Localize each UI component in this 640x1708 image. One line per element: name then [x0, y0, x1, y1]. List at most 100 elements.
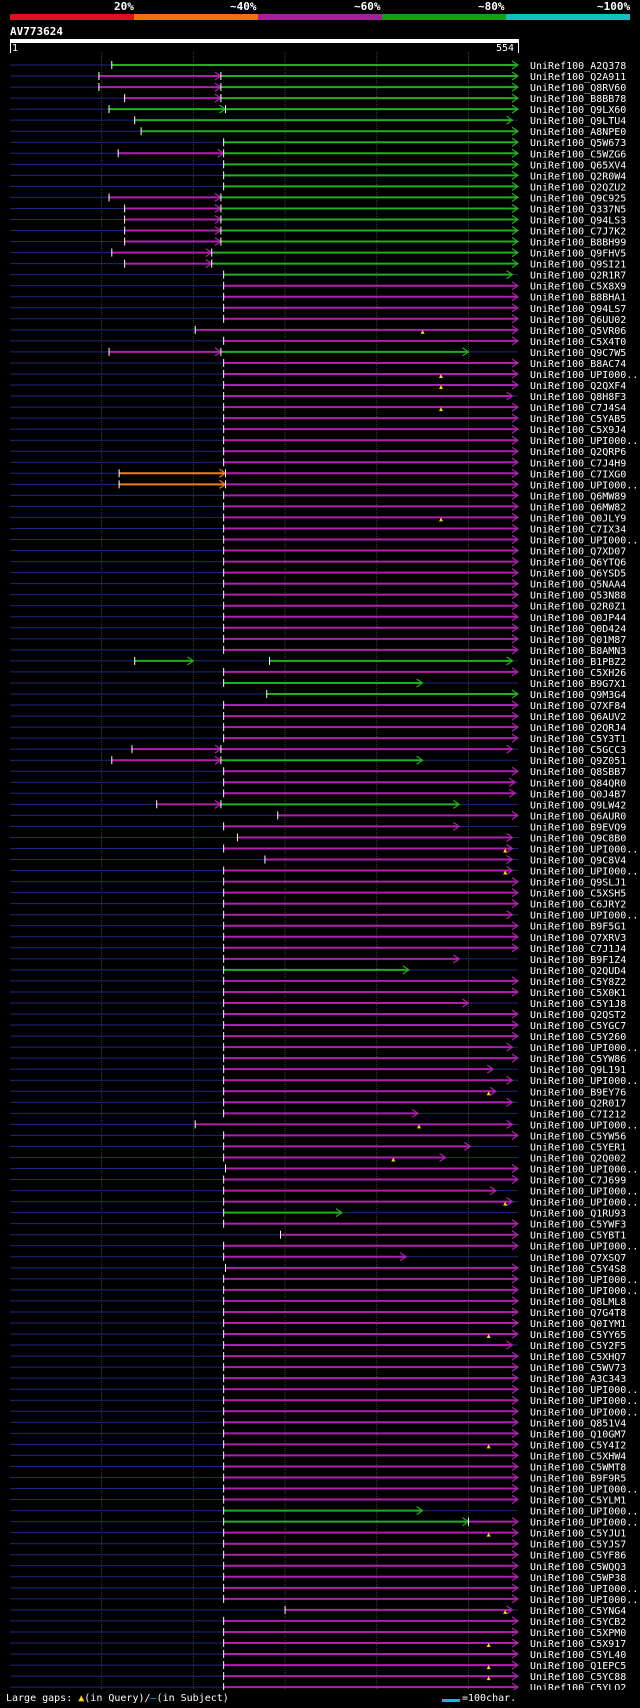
segment-end-arrow: [511, 987, 520, 997]
hit-label: UniRef100_Q01M87: [530, 635, 626, 646]
hit-label: UniRef100_B9F5G1: [530, 922, 626, 933]
hit-row: UniRef100_B8BH99: [10, 237, 626, 249]
segment-end-arrow: [511, 358, 520, 368]
hit-label: UniRef100_Q0D424: [530, 624, 626, 635]
hit-label: UniRef100_C5XH26: [530, 668, 626, 679]
hit-label: UniRef100_Q2Q002: [530, 1153, 626, 1164]
segment-end-arrow: [486, 1064, 495, 1074]
hit-row: UniRef100_C5YLQ2: [10, 1682, 626, 1690]
segment-end-arrow: [511, 1450, 520, 1460]
hit-label: UniRef100_Q9SLJ1: [530, 878, 626, 889]
hit-label: UniRef100_Q2R0Z1: [530, 602, 626, 613]
hit-row: UniRef100_Q2R0Z1: [10, 601, 626, 613]
hit-row: UniRef100_Q6YTQ6: [10, 557, 626, 569]
hit-row: UniRef100_A2Q378: [10, 60, 626, 72]
segment-end-arrow: [511, 1594, 520, 1604]
hit-label: UniRef100_C5X4T0: [530, 337, 626, 348]
hit-label: UniRef100_UPI000..: [530, 536, 638, 547]
segment-end-arrow: [511, 1395, 520, 1405]
hit-label: UniRef100_B9EVQ9: [530, 822, 626, 833]
segment-end-arrow: [511, 314, 520, 324]
hit-row: UniRef100_UPI000..: [10, 1186, 638, 1198]
segment-end-arrow: [506, 855, 514, 865]
hit-label: UniRef100_Q2QRP6: [530, 447, 626, 458]
hit-label: UniRef100_Q2QUD4: [530, 966, 626, 977]
hit-row: UniRef100_Q2R017: [10, 1097, 626, 1109]
hit-label: UniRef100_C5YBT1: [530, 1231, 626, 1242]
segment-end-arrow: [511, 1539, 520, 1549]
hit-row: UniRef100_Q9LW42: [10, 799, 626, 811]
scale-label-20: 20%: [114, 0, 134, 13]
hit-row: UniRef100_C5WZG6: [10, 148, 626, 160]
hit-label: UniRef100_Q7XSQ7: [530, 1253, 626, 1264]
hit-label: UniRef100_C5YY65: [530, 1330, 626, 1341]
hit-row: UniRef100_C5YW86: [10, 1053, 626, 1065]
hit-row: UniRef100_Q9SLJ1: [10, 877, 626, 889]
segment-end-arrow: [416, 755, 424, 765]
hit-row: UniRef100_Q9FHV5: [10, 248, 626, 260]
segment-end-arrow: [511, 1351, 520, 1361]
hit-row: UniRef100_Q2Q002: [10, 1152, 626, 1164]
segment-end-arrow: [511, 435, 520, 445]
segment-end-arrow: [511, 1241, 520, 1251]
hit-row: UniRef100_Q01M87: [10, 634, 626, 646]
hit-row: UniRef100_C5YJS7: [10, 1539, 626, 1551]
hit-label: UniRef100_UPI000..: [530, 1187, 638, 1198]
segment-end-arrow: [506, 1197, 514, 1207]
hit-row: UniRef100_C5X4T0: [10, 336, 626, 348]
hit-label: UniRef100_UPI000..: [530, 1485, 638, 1496]
hit-label: UniRef100_B9F9R5: [530, 1473, 626, 1484]
hit-row: UniRef100_C5YL40: [10, 1649, 626, 1661]
segment-end-arrow: [452, 821, 461, 831]
hit-row: UniRef100_Q0JLY9: [10, 512, 626, 524]
hit-label: UniRef100_UPI000..: [530, 844, 638, 855]
hit-label: UniRef100_Q2R0W4: [530, 171, 626, 182]
hit-label: UniRef100_Q9LX60: [530, 105, 626, 116]
hit-label: UniRef100_C5YL40: [530, 1650, 626, 1661]
hit-label: UniRef100_Q7XF84: [530, 701, 626, 712]
hit-label: UniRef100_Q9C8V4: [530, 856, 626, 867]
hit-row: UniRef100_C5YNG4: [10, 1605, 626, 1617]
segment-end-arrow: [399, 1252, 408, 1262]
hit-label: UniRef100_Q9L191: [530, 1065, 626, 1076]
segment-end-arrow: [511, 203, 520, 213]
hit-row: UniRef100_C5Y260: [10, 1031, 626, 1043]
hit-label: UniRef100_UPI000..: [530, 1407, 638, 1418]
scale-label-100: ~100%: [597, 0, 631, 13]
segment-end-arrow: [511, 159, 520, 169]
hit-row: UniRef100_Q8H8F3: [10, 391, 626, 403]
hit-row: UniRef100_Q6UU02: [10, 314, 626, 326]
segment-end-arrow: [511, 82, 520, 92]
hit-row: UniRef100_B9G7X1: [10, 678, 626, 690]
segment-end-arrow: [511, 303, 520, 313]
hit-row: UniRef100_Q9LTU4: [10, 115, 626, 127]
hit-label: UniRef100_UPI000..: [530, 1120, 638, 1131]
hit-label: UniRef100_C7J699: [530, 1176, 626, 1187]
query-gap-marker: [486, 1665, 491, 1670]
segment-end-arrow: [511, 1484, 520, 1494]
scale-label-80: ~80%: [478, 0, 505, 13]
segment-end-arrow: [402, 965, 410, 975]
hit-row: UniRef100_Q9C8B0: [10, 832, 626, 844]
hit-row: UniRef100_C5WQQ3: [10, 1561, 626, 1573]
segment-end-arrow: [511, 512, 520, 522]
hit-row: UniRef100_C5WMT8: [10, 1461, 626, 1473]
segment-end-arrow: [511, 490, 520, 500]
hit-label: UniRef100_Q5W673: [530, 138, 626, 149]
hit-label: UniRef100_C5YJS7: [530, 1540, 626, 1551]
segment-end-arrow: [511, 1583, 520, 1593]
query-gap-marker: [391, 1157, 396, 1162]
hit-row: UniRef100_C5YLM1: [10, 1495, 626, 1507]
hit-label: UniRef100_UPI000..: [530, 1242, 638, 1253]
hit-row: UniRef100_C5XPM0: [10, 1627, 626, 1639]
hit-label: UniRef100_C5YC88: [530, 1672, 626, 1683]
segment-end-arrow: [511, 921, 520, 931]
hit-label: UniRef100_UPI000..: [530, 1595, 638, 1606]
hit-row: UniRef100_C5YY65: [10, 1329, 626, 1341]
hit-label: UniRef100_Q9C7W5: [530, 348, 626, 359]
segment-end-arrow: [511, 1362, 520, 1372]
segment-end-arrow: [506, 1119, 514, 1129]
query-gap-marker: [486, 1091, 491, 1096]
query-start-tick: [10, 43, 11, 53]
hit-label: UniRef100_C5XHW4: [530, 1451, 626, 1462]
